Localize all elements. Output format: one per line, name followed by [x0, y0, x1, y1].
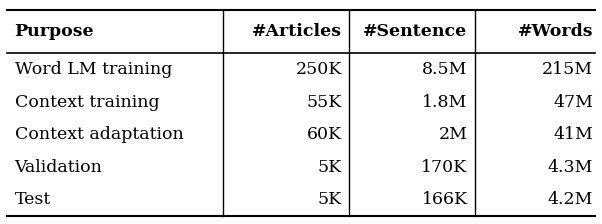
Text: 170K: 170K [421, 159, 468, 176]
Text: 1.8M: 1.8M [422, 94, 468, 111]
Text: 5K: 5K [317, 191, 342, 208]
Text: Validation: Validation [14, 159, 102, 176]
Text: 2M: 2M [439, 126, 468, 143]
Text: #Words: #Words [518, 23, 594, 40]
Text: Word LM training: Word LM training [14, 61, 172, 78]
Text: 215M: 215M [542, 61, 594, 78]
Text: 5K: 5K [317, 159, 342, 176]
Text: 4.2M: 4.2M [548, 191, 594, 208]
Text: 166K: 166K [421, 191, 468, 208]
Text: Context training: Context training [14, 94, 159, 111]
Text: 47M: 47M [553, 94, 594, 111]
Text: Context adaptation: Context adaptation [14, 126, 184, 143]
Text: #Articles: #Articles [252, 23, 342, 40]
Text: Purpose: Purpose [14, 23, 94, 40]
Text: 250K: 250K [296, 61, 342, 78]
Text: 4.3M: 4.3M [548, 159, 594, 176]
Text: 55K: 55K [306, 94, 342, 111]
Text: 8.5M: 8.5M [422, 61, 468, 78]
Text: #Sentence: #Sentence [364, 23, 468, 40]
Text: 41M: 41M [554, 126, 594, 143]
Text: 60K: 60K [306, 126, 342, 143]
Text: Test: Test [14, 191, 51, 208]
